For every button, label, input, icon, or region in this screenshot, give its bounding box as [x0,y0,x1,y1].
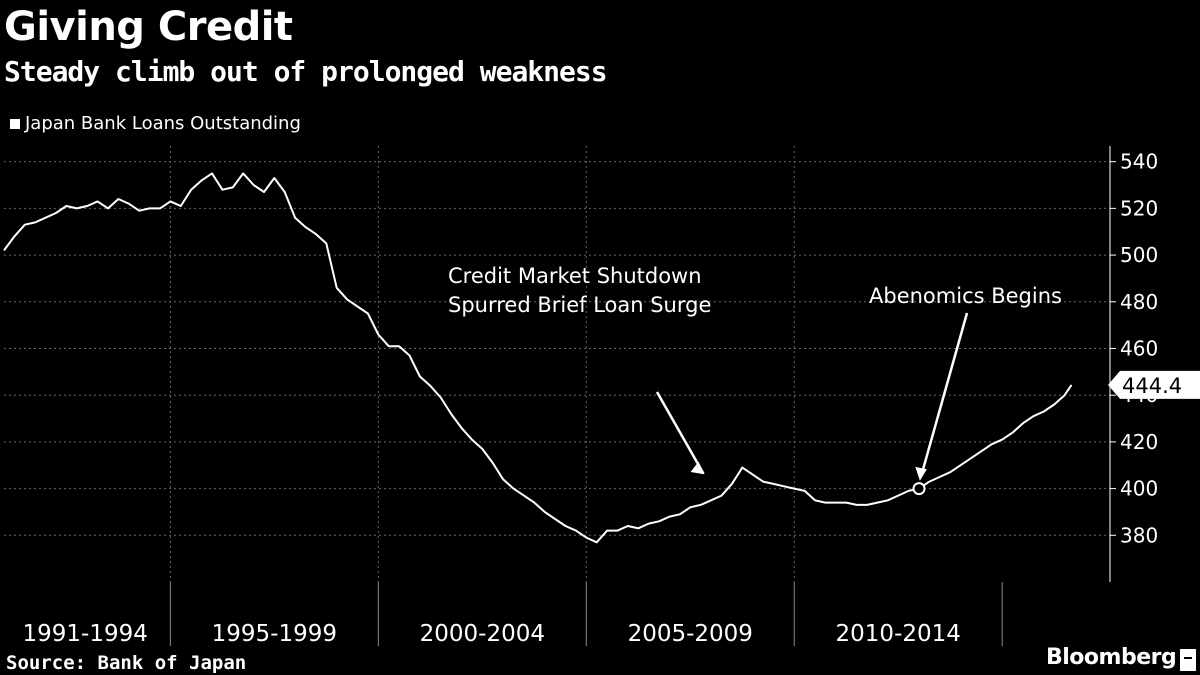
x-period-label: 1995-1999 [212,621,337,647]
annotation-text: Spurred Brief Loan Surge [448,293,711,317]
legend: Japan Bank Loans Outstanding [10,113,301,134]
x-period-label: 2010-2014 [836,621,961,647]
y-tick-label: 540 [1120,150,1158,174]
x-period-label: 1991-1994 [22,621,147,647]
legend-swatch [10,118,20,129]
bloomberg-mark-icon [1180,649,1196,671]
y-tick-label: 500 [1120,243,1158,267]
y-tick-label: 520 [1120,196,1158,220]
arrow-head-icon [690,461,705,475]
y-tick-label: 400 [1120,477,1158,501]
y-tick-label: 460 [1120,336,1158,360]
annotation-arrow [919,312,969,477]
bloomberg-logo: Bloomberg [1046,645,1177,670]
x-period-label: 2005-2009 [628,621,753,647]
annotation-text: Credit Market Shutdown [448,264,702,288]
last-value-label: 444.4 [1122,374,1182,398]
y-tick-label: 420 [1120,430,1158,454]
source-note: Source: Bank of Japan [6,652,247,674]
arrow-head-icon [915,466,927,481]
annotation-arrow [655,391,705,475]
last-value-flag [1108,370,1200,399]
x-period-label: 2000-2004 [420,621,545,647]
series-line [3,172,1073,544]
annotation-text: Abenomics Begins [869,284,1062,308]
y-tick-label: 480 [1120,290,1158,314]
legend-label: Japan Bank Loans Outstanding [25,113,301,134]
chart-subtitle: Steady climb out of prolonged weakness [4,55,608,88]
y-tick-label: 380 [1120,523,1158,547]
highlight-point [912,482,926,496]
chart-title: Giving Credit [4,4,293,50]
